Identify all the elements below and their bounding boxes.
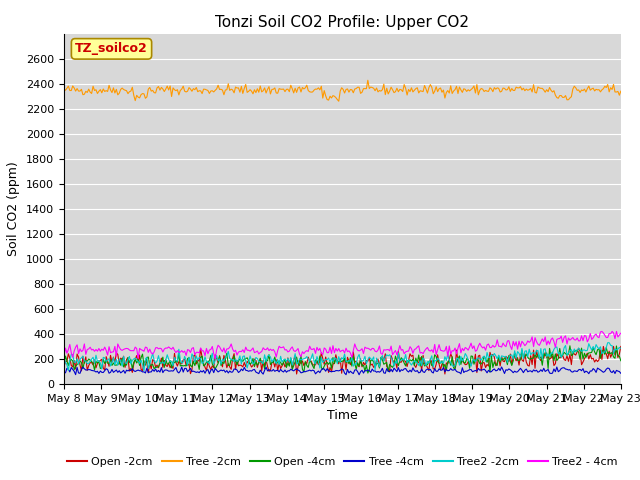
Tree2 - 4cm: [617, 330, 625, 336]
Tree -4cm: [79, 364, 87, 370]
Open -2cm: [600, 344, 607, 349]
Tree -2cm: [348, 87, 356, 93]
Tree2 -2cm: [79, 353, 87, 359]
Tree2 -2cm: [348, 355, 356, 360]
Tree -2cm: [79, 92, 87, 97]
Tree -2cm: [335, 98, 342, 104]
Tree2 -2cm: [616, 345, 623, 350]
Tree2 -2cm: [617, 346, 625, 351]
Tree -4cm: [458, 365, 466, 371]
Tree2 -2cm: [60, 356, 68, 361]
Open -2cm: [292, 371, 300, 377]
Line: Tree2 - 4cm: Tree2 - 4cm: [64, 331, 621, 359]
Open -4cm: [79, 366, 87, 372]
Tree -2cm: [617, 88, 625, 94]
Tree2 -2cm: [458, 358, 466, 364]
Open -4cm: [617, 358, 625, 363]
Open -2cm: [348, 357, 356, 362]
Open -2cm: [617, 344, 625, 349]
Open -2cm: [97, 358, 104, 363]
Title: Tonzi Soil CO2 Profile: Upper CO2: Tonzi Soil CO2 Profile: Upper CO2: [216, 15, 469, 30]
Tree2 - 4cm: [97, 348, 104, 354]
Open -4cm: [616, 353, 623, 359]
X-axis label: Time: Time: [327, 409, 358, 422]
Tree -4cm: [543, 368, 550, 373]
Open -2cm: [541, 350, 549, 356]
Open -4cm: [566, 343, 573, 348]
Open -4cm: [60, 363, 68, 369]
Open -2cm: [458, 358, 466, 364]
Tree2 - 4cm: [79, 348, 87, 353]
Tree -2cm: [97, 87, 104, 93]
Tree -4cm: [617, 371, 625, 376]
Y-axis label: Soil CO2 (ppm): Soil CO2 (ppm): [8, 161, 20, 256]
Open -4cm: [97, 366, 104, 372]
Tree2 -2cm: [541, 346, 549, 352]
Tree2 -2cm: [97, 360, 104, 366]
Tree2 - 4cm: [458, 346, 466, 351]
Tree2 - 4cm: [616, 332, 623, 338]
Text: TZ_soilco2: TZ_soilco2: [75, 42, 148, 55]
Line: Open -4cm: Open -4cm: [64, 346, 621, 373]
Legend: Open -2cm, Tree -2cm, Open -4cm, Tree -4cm, Tree2 -2cm, Tree2 - 4cm: Open -2cm, Tree -2cm, Open -4cm, Tree -4…: [62, 453, 622, 471]
Tree2 -2cm: [140, 368, 148, 373]
Tree -4cm: [97, 368, 104, 374]
Line: Tree2 -2cm: Tree2 -2cm: [64, 343, 621, 371]
Open -2cm: [79, 353, 87, 359]
Tree -4cm: [616, 369, 623, 374]
Open -4cm: [458, 355, 466, 361]
Tree -2cm: [460, 86, 468, 92]
Tree -2cm: [60, 86, 68, 92]
Tree -4cm: [346, 368, 354, 374]
Open -4cm: [364, 370, 372, 376]
Open -4cm: [346, 355, 354, 360]
Tree2 -2cm: [604, 340, 612, 346]
Line: Open -2cm: Open -2cm: [64, 347, 621, 374]
Tree -4cm: [498, 364, 506, 370]
Tree -4cm: [60, 369, 68, 375]
Open -4cm: [541, 353, 549, 359]
Tree -4cm: [355, 372, 363, 378]
Line: Tree -4cm: Tree -4cm: [64, 367, 621, 375]
Tree -2cm: [543, 87, 550, 93]
Open -2cm: [616, 351, 623, 357]
Tree -2cm: [364, 77, 372, 83]
Tree2 - 4cm: [598, 328, 605, 334]
Tree2 - 4cm: [348, 354, 356, 360]
Tree2 - 4cm: [211, 356, 219, 361]
Tree2 - 4cm: [60, 353, 68, 359]
Open -2cm: [60, 363, 68, 369]
Line: Tree -2cm: Tree -2cm: [64, 80, 621, 101]
Tree2 - 4cm: [541, 334, 549, 340]
Tree -2cm: [616, 92, 623, 98]
